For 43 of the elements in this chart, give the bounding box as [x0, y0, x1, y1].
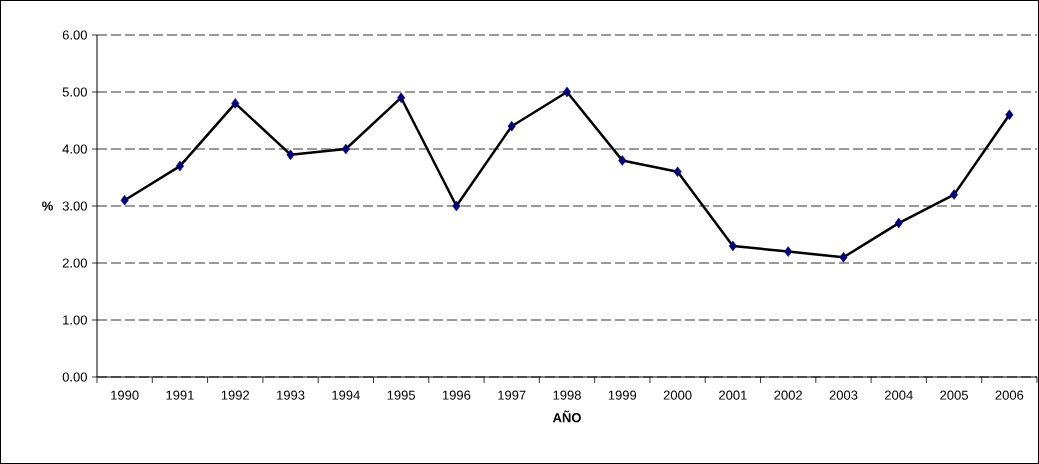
- x-tick-label: 2005: [940, 390, 968, 400]
- x-tick-label: 2003: [829, 390, 858, 400]
- x-tick-label: 1999: [608, 390, 637, 400]
- point: [286, 149, 295, 160]
- point: [728, 240, 737, 252]
- point: [784, 246, 793, 257]
- x-tick-label: 1990: [111, 390, 139, 400]
- point: [1005, 109, 1014, 121]
- y-tick-label: 5.00: [62, 87, 87, 97]
- point: [894, 217, 903, 229]
- y-axis-title: %: [42, 201, 53, 211]
- point: [673, 166, 682, 178]
- x-tick-label: 2000: [663, 390, 692, 400]
- x-tick-label: 1995: [387, 390, 416, 400]
- x-tick-label: 1994: [332, 390, 360, 400]
- x-tick-label: 1991: [166, 390, 194, 400]
- point: [507, 120, 516, 132]
- point: [452, 200, 461, 212]
- x-tick-label: 1992: [221, 390, 250, 400]
- point: [175, 160, 184, 172]
- y-tick-label: 4.00: [62, 144, 87, 154]
- y-tick-label: 1.00: [63, 315, 87, 325]
- point: [120, 195, 129, 206]
- x-tick-label: 1998: [553, 390, 581, 400]
- x-tick-label: 2004: [884, 390, 913, 400]
- y-tick-label: 2.00: [62, 258, 87, 268]
- x-axis-title: AÑO: [552, 410, 581, 423]
- y-tick-label: 6.00: [62, 30, 87, 40]
- point: [563, 86, 572, 98]
- point: [839, 252, 848, 263]
- y-tick-label: 3.00: [62, 201, 87, 211]
- x-tick-label: 2006: [995, 390, 1024, 400]
- y-tick-label: 0.00: [62, 372, 87, 382]
- point: [231, 98, 240, 109]
- x-tick-label: 2001: [719, 390, 747, 400]
- point: [618, 155, 627, 166]
- point: [950, 189, 959, 200]
- x-tick-label: 1996: [442, 390, 471, 400]
- point: [397, 92, 406, 103]
- point: [341, 143, 350, 155]
- x-tick-label: 1997: [498, 390, 526, 400]
- x-tick-label: 2002: [774, 390, 802, 400]
- x-tick-label: 1993: [277, 390, 305, 400]
